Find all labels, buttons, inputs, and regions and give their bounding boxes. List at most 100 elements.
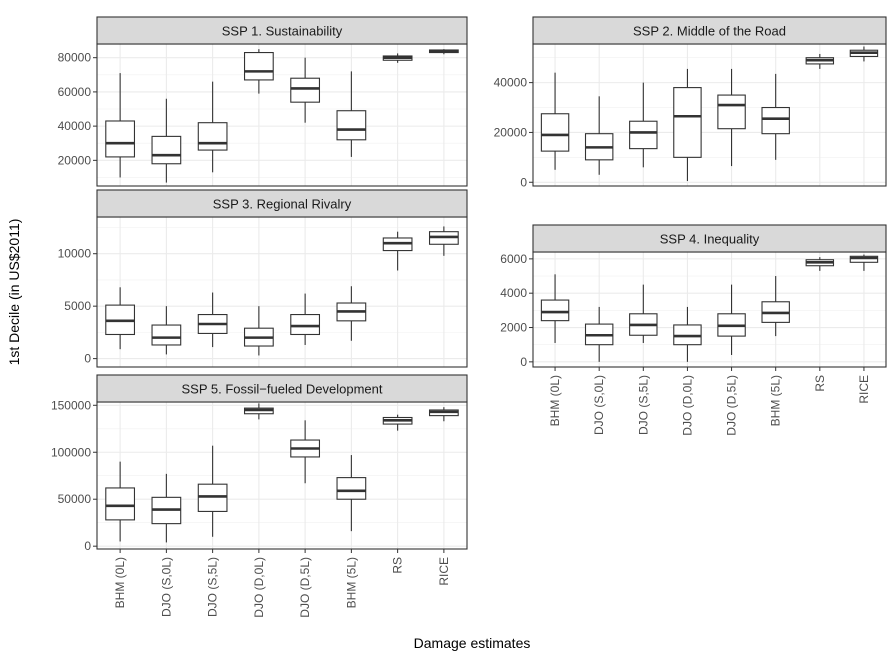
box-rice [428, 226, 459, 256]
box-bhm-0l [540, 274, 570, 343]
box-bhm-0l [540, 72, 570, 170]
box-rs [805, 53, 835, 69]
panel-title: SSP 1. Sustainability [222, 24, 343, 39]
y-tick-label: 0 [84, 352, 91, 366]
x-tick-label: DJO (S,5L) [636, 375, 650, 435]
iqr-box [151, 135, 182, 165]
iqr-box [629, 120, 658, 150]
box-djo-d-0l [673, 68, 702, 182]
panel-background [97, 44, 467, 186]
y-tick-label: 20000 [494, 125, 528, 139]
y-tick-label: 100000 [51, 445, 91, 459]
y-tick-label: 4000 [500, 286, 527, 300]
y-tick-label: 2000 [500, 321, 527, 335]
x-tick-label: BHM (0L) [113, 557, 127, 608]
y-tick-label: 6000 [500, 252, 527, 266]
y-axis-title: 1st Decile (in US$2011) [6, 219, 22, 366]
panel-title: SSP 4. Inequality [660, 232, 760, 247]
box-djo-s-0l [151, 473, 182, 543]
box-djo-d-0l [243, 403, 274, 420]
box-djo-s-5l [197, 292, 228, 348]
x-tick-label: RICE [437, 557, 451, 586]
iqr-box [151, 324, 182, 346]
box-djo-s-0l [151, 98, 182, 183]
iqr-box [336, 477, 367, 500]
x-tick-label: BHM (0L) [548, 375, 562, 426]
panel-1: 20000 40000 60000 80000 SSP 1. Sustainabilit… [58, 16, 468, 187]
y-tick-label: 40000 [494, 76, 528, 90]
iqr-box [540, 113, 570, 152]
x-tick-label: BHM (5L) [344, 557, 358, 608]
box-bhm-5l [336, 286, 367, 341]
box-djo-s-5l [629, 82, 658, 168]
box-bhm-5l [761, 276, 790, 337]
iqr-box [673, 87, 702, 158]
box-djo-d-5l [290, 57, 321, 123]
box-rice [849, 254, 879, 271]
x-axis-layer: BHM (0L) DJO (S,0L) DJO (S,5L) DJO (D,0L) DJ… [113, 367, 871, 618]
box-djo-s-5l [197, 445, 228, 537]
panel-strip [96, 189, 468, 218]
panel-title: SSP 3. Regional Rivalry [213, 197, 352, 212]
box-rice [428, 49, 459, 55]
y-tick-label: 50000 [58, 492, 92, 506]
panel-3: 0 5000 10000 SSP 3. Regional Rivalry [58, 189, 468, 368]
iqr-box [105, 487, 136, 521]
iqr-box [761, 106, 790, 135]
box-bhm-0l [105, 461, 136, 542]
box-bhm-5l [761, 73, 790, 160]
box-djo-d-5l [290, 293, 321, 345]
iqr-box [290, 77, 321, 103]
box-bhm-0l [105, 73, 136, 178]
box-djo-d-5l [717, 68, 746, 167]
box-djo-d-0l [673, 306, 702, 362]
box-djo-d-0l [243, 306, 274, 356]
box-bhm-5l [336, 71, 367, 157]
box-djo-s-0l [584, 306, 614, 362]
box-djo-s-0l [584, 96, 614, 175]
y-tick-label: 60000 [58, 85, 92, 99]
y-tick-label: 150000 [51, 398, 91, 412]
x-tick-label: RICE [857, 375, 871, 404]
box-djo-d-5l [717, 284, 746, 355]
panel-strip [96, 16, 468, 45]
panel-strip [96, 374, 468, 403]
iqr-box [336, 110, 367, 141]
box-rice [428, 407, 459, 422]
iqr-box [243, 52, 274, 81]
x-tick-label: DJO (D,0L) [680, 375, 694, 436]
x-axis-panel-5: BHM (0L) DJO (S,0L) DJO (S,5L) DJO (D,0L) DJ… [113, 549, 451, 618]
panel-strip [532, 16, 887, 45]
x-tick-label: DJO (S,0L) [592, 375, 606, 435]
x-tick-label: BHM (5L) [769, 375, 783, 426]
box-bhm-5l [336, 455, 367, 532]
iqr-box [197, 122, 228, 151]
panel-title: SSP 5. Fossil−fueled Development [181, 382, 382, 397]
panel-4: 0 2000 4000 6000 SSP 4. Inequality [500, 224, 887, 369]
y-tick-label: 10000 [58, 247, 92, 261]
box-rs [382, 53, 413, 63]
x-tick-label: RS [391, 557, 405, 574]
y-tick-label: 20000 [58, 153, 92, 167]
x-tick-label: RS [813, 375, 827, 392]
panel-background [533, 44, 886, 186]
box-djo-s-5l [629, 284, 658, 343]
box-rs [805, 257, 835, 271]
iqr-box [540, 299, 570, 322]
iqr-box [197, 483, 228, 512]
x-axis-title: Damage estimates [414, 635, 531, 651]
iqr-box [717, 94, 746, 130]
box-bhm-0l [105, 287, 136, 350]
y-tick-label: 5000 [64, 299, 91, 313]
y-tick-label: 40000 [58, 119, 92, 133]
box-rs [382, 231, 413, 271]
x-tick-label: DJO (D,5L) [298, 557, 312, 618]
panel-2: 0 20000 40000 SSP 2. Middle of the Road [494, 16, 887, 189]
box-rice [849, 46, 879, 62]
panel-background [533, 252, 886, 367]
y-tick-label: 80000 [58, 51, 92, 65]
x-tick-label: DJO (D,5L) [725, 375, 739, 436]
box-djo-s-0l [151, 306, 182, 355]
